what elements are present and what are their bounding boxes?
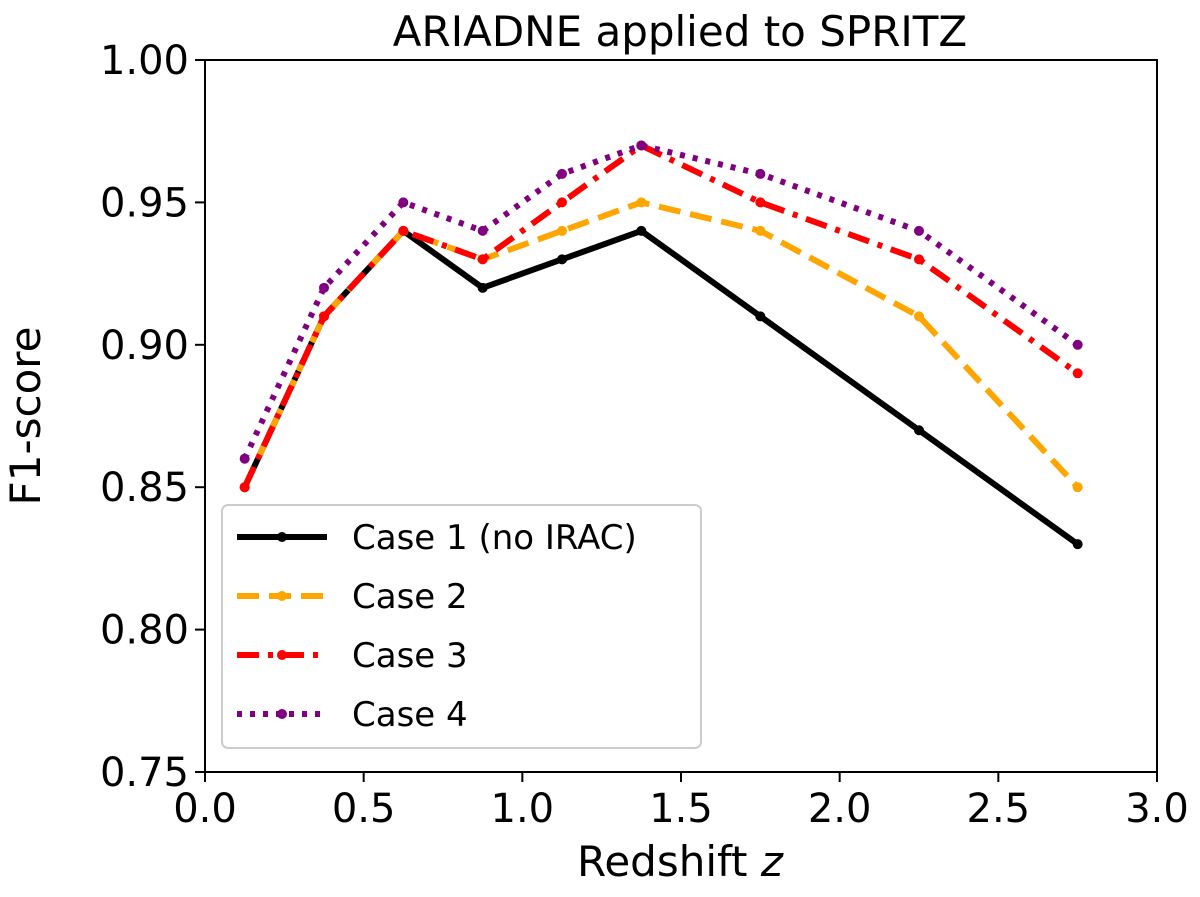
data-point-case-1 xyxy=(755,311,766,322)
y-tick-label: 0.80 xyxy=(100,608,189,654)
y-tick-label: 0.75 xyxy=(100,750,189,796)
data-point-case-1 xyxy=(1072,539,1083,550)
x-tick-label: 2.5 xyxy=(967,786,1031,832)
x-tick-label: 0.0 xyxy=(173,786,237,832)
x-tick-label: 0.5 xyxy=(332,786,396,832)
legend-label-case-1: Case 1 (no IRAC) xyxy=(352,518,637,558)
data-point-case-4 xyxy=(755,168,766,179)
data-point-case-2 xyxy=(914,311,924,322)
data-point-case-4 xyxy=(636,140,647,151)
x-tick-label: 1.0 xyxy=(491,786,555,832)
legend-marker-case-1 xyxy=(277,532,287,542)
data-point-case-3 xyxy=(239,482,250,493)
data-point-case-4 xyxy=(398,197,409,208)
data-point-case-2 xyxy=(557,225,567,236)
data-point-case-4 xyxy=(914,225,924,236)
series-line-case-1 xyxy=(241,227,1080,547)
data-point-case-3 xyxy=(398,225,409,236)
data-point-case-4 xyxy=(319,282,329,293)
x-axis-label-text: Redshift xyxy=(577,837,747,886)
series-line-case-4 xyxy=(241,142,1080,460)
data-point-case-3 xyxy=(319,311,329,322)
legend-marker-case-2 xyxy=(277,591,287,601)
data-point-case-3 xyxy=(755,197,766,208)
data-point-case-3 xyxy=(557,197,567,208)
data-point-case-1 xyxy=(914,425,924,436)
data-point-case-4 xyxy=(557,168,567,179)
data-point-case-2 xyxy=(1072,482,1083,493)
data-point-case-3 xyxy=(914,254,924,265)
data-point-case-1 xyxy=(557,254,567,265)
data-point-case-4 xyxy=(239,453,250,464)
y-axis-label: F1-score xyxy=(1,327,50,506)
chart-title: ARIADNE applied to SPRITZ xyxy=(393,7,967,56)
legend-frame xyxy=(221,504,702,749)
data-point-case-3 xyxy=(1072,368,1083,379)
y-tick-label: 0.90 xyxy=(100,323,189,369)
legend-marker-case-3 xyxy=(277,650,287,660)
y-tick-label: 1.00 xyxy=(100,38,189,84)
data-point-case-1 xyxy=(636,225,647,236)
legend-marker-case-4 xyxy=(277,709,287,719)
x-axis: 0.0 0.5 1.0 1.5 2.0 2.5 3.0 xyxy=(173,772,1189,832)
x-axis-label-variable: z xyxy=(760,837,784,886)
series-line-case-3 xyxy=(241,142,1080,489)
legend-label-case-2: Case 2 xyxy=(352,577,468,617)
data-point-case-4 xyxy=(1072,339,1083,350)
data-point-case-4 xyxy=(477,225,488,236)
x-tick-label: 2.0 xyxy=(808,786,872,832)
data-point-case-2 xyxy=(636,197,647,208)
y-axis: 0.75 0.80 0.85 0.90 0.95 1.00 xyxy=(100,38,205,796)
series-group xyxy=(239,140,1083,550)
legend-label-case-4: Case 4 xyxy=(352,695,468,735)
data-point-case-1 xyxy=(477,282,488,293)
legend: Case 1 (no IRAC) Case 2 Case 3 Case 4 xyxy=(221,504,702,749)
legend-label-case-3: Case 3 xyxy=(352,636,468,676)
data-point-case-2 xyxy=(755,225,766,236)
data-point-case-3 xyxy=(477,254,488,265)
x-tick-label: 3.0 xyxy=(1125,786,1189,832)
x-axis-label: Redshift z xyxy=(577,837,784,886)
y-tick-label: 0.85 xyxy=(100,465,189,511)
x-tick-label: 1.5 xyxy=(649,786,713,832)
y-tick-label: 0.95 xyxy=(100,180,189,226)
